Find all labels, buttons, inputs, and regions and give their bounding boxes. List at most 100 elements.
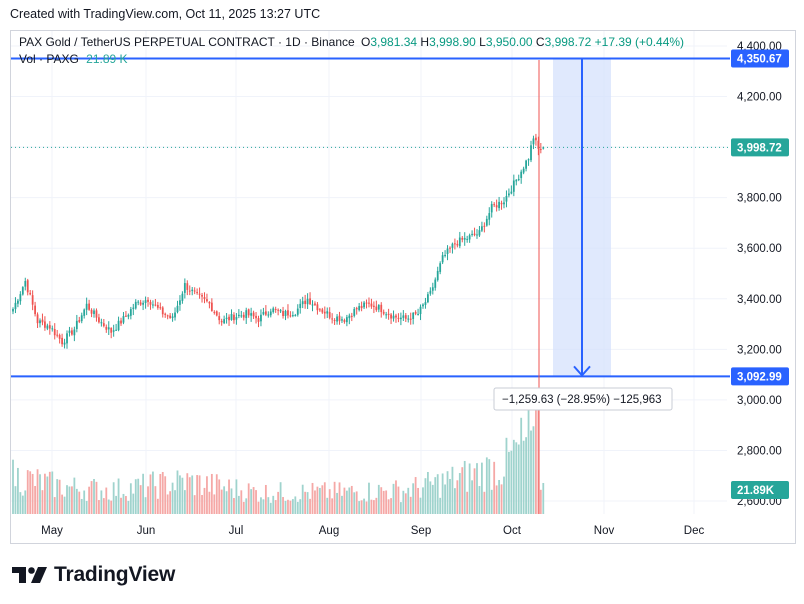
volume-bar <box>250 489 253 514</box>
candle-body <box>144 300 147 303</box>
candle-body <box>309 298 311 305</box>
candle-body <box>517 178 520 180</box>
candle-body <box>257 318 260 322</box>
candle-body <box>392 315 395 319</box>
candle-body <box>530 145 532 161</box>
candle-body <box>80 315 83 322</box>
volume-bar <box>245 498 248 514</box>
candle-body <box>164 313 167 315</box>
volume-bar <box>80 498 83 514</box>
volume-bar <box>12 459 14 514</box>
volume-bar <box>105 487 108 514</box>
candle-body <box>210 302 213 311</box>
volume-bar <box>395 480 397 514</box>
candle-body <box>193 290 196 292</box>
candle-body <box>441 255 444 263</box>
close-label: C <box>535 35 545 49</box>
candle-body <box>365 302 368 304</box>
symbol-title: PAX Gold / TetherUS PERPETUAL CONTRACT ·… <box>19 35 355 49</box>
volume-bar <box>112 482 115 514</box>
candle-body <box>348 315 351 319</box>
candle-body <box>387 313 390 315</box>
volume-bar <box>385 490 388 514</box>
candle-body <box>132 307 135 310</box>
candle-body <box>284 310 287 316</box>
volume-bar <box>262 499 265 514</box>
candle-body <box>71 330 73 335</box>
last-price-badge: 3,998.72 <box>731 138 789 157</box>
volume-legend[interactable]: Vol · PAXG 21.89 K <box>19 52 128 66</box>
candle-body <box>267 314 270 316</box>
candle-body <box>112 330 115 332</box>
candle-body <box>338 315 341 322</box>
candle-body <box>252 312 255 317</box>
volume-badge-text: 21.89K <box>737 485 775 497</box>
x-tick-label: Nov <box>594 525 615 537</box>
candle-body <box>539 149 542 151</box>
volume-bar <box>83 490 86 514</box>
open-value: 3,981.34 <box>370 35 418 49</box>
candle-body <box>424 302 427 305</box>
candle-body <box>240 315 243 317</box>
chart-frame[interactable] <box>10 30 796 544</box>
volume-bar <box>56 479 59 514</box>
volume-bar <box>26 470 29 514</box>
candle-body <box>19 294 22 302</box>
low-value: 3,950.00 <box>485 35 533 49</box>
candle-body <box>174 312 176 318</box>
candle-body <box>321 309 324 313</box>
volume-bar <box>88 486 91 514</box>
ohlc-legend[interactable]: PAX Gold / TetherUS PERPETUAL CONTRACT ·… <box>19 35 684 49</box>
volume-bar <box>532 426 535 514</box>
candle-body <box>532 138 535 145</box>
volume-bar <box>537 394 540 514</box>
y-tick-label: 3,000.00 <box>737 395 782 407</box>
candle-body <box>237 314 240 317</box>
volume-bar <box>269 502 272 514</box>
volume-value: 21.89 K <box>86 52 128 66</box>
candle-body <box>176 305 179 313</box>
candle-body <box>260 314 262 322</box>
volume-bar <box>478 486 481 514</box>
volume-bar <box>508 451 510 514</box>
volume-bar <box>85 501 88 514</box>
candle-body <box>466 238 469 240</box>
volume-bar <box>102 498 105 514</box>
candle-body <box>152 304 154 306</box>
volume-bar <box>29 471 32 514</box>
volume-bar <box>198 475 201 514</box>
volume-bar <box>525 437 527 514</box>
candle-body <box>269 311 272 316</box>
volume-bar <box>527 405 530 514</box>
volume-bar <box>311 482 314 514</box>
candle-body <box>117 320 120 331</box>
candle-body <box>12 308 14 312</box>
brand[interactable]: TradingView <box>12 562 175 588</box>
candle-body <box>495 205 498 208</box>
candle-body <box>53 329 56 336</box>
volume-bar <box>115 495 118 514</box>
volume-bar <box>512 439 515 514</box>
candle-body <box>46 325 49 329</box>
candle-body <box>512 180 515 192</box>
volume-bar <box>353 492 356 514</box>
volume-bar <box>520 417 523 514</box>
volume-bar <box>542 482 545 514</box>
volume-bar <box>218 479 221 514</box>
volume-bar <box>230 488 233 514</box>
volume-bar <box>284 500 287 514</box>
candle-body <box>353 308 356 316</box>
low-label: L <box>479 35 486 49</box>
volume-badge: 21.89K <box>731 481 789 499</box>
last-price-badge-text: 3,998.72 <box>737 142 782 154</box>
volume-bar <box>240 490 243 514</box>
candle-body <box>245 310 248 319</box>
candle-body <box>375 306 378 311</box>
volume-bar <box>363 498 365 514</box>
volume-bar <box>488 459 491 514</box>
candle-body <box>402 315 405 318</box>
volume-bar <box>73 477 76 514</box>
volume-bar <box>456 480 459 514</box>
candle-body <box>515 179 518 182</box>
